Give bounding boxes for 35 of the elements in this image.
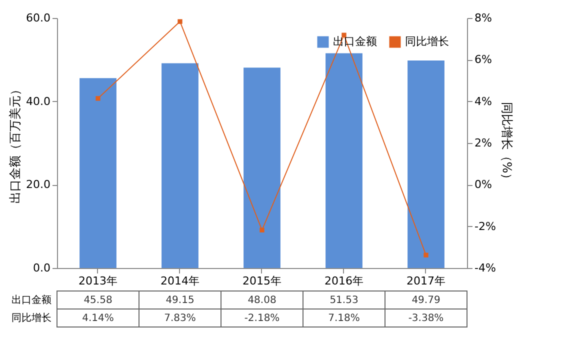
x-tick-label: 2016年 — [324, 274, 364, 288]
legend-label: 同比增长 — [405, 35, 449, 48]
y-tick-label: 60.0 — [26, 12, 50, 24]
data-label: 48.08 — [248, 295, 276, 306]
x-tick-label: 2015年 — [242, 274, 282, 288]
data-label: 7.18% — [328, 313, 360, 324]
y2-axis-title: 同比增长（%） — [500, 102, 514, 186]
text: 出口金额 — [12, 295, 52, 306]
y-tick-label: 40.0 — [26, 94, 50, 108]
data-label: 51.53 — [330, 295, 358, 306]
data-label: 49.15 — [166, 295, 194, 306]
data-label: -3.38% — [408, 313, 444, 324]
x-tick-label: 2014年 — [160, 274, 200, 288]
text: 同比增长 — [12, 313, 52, 324]
y-axis-title: 出口金额（百万美元） — [8, 84, 22, 204]
x-tick-label: 2017年 — [406, 274, 446, 288]
x-tick-label: 2013年 — [78, 274, 118, 288]
y-tick-label: 20.0 — [26, 178, 50, 192]
y2-tick-label: 4% — [474, 94, 492, 108]
point — [96, 96, 100, 101]
y2-tick-label: -2% — [474, 220, 496, 233]
data-label: -2.18% — [244, 313, 280, 324]
data-label: 45.58 — [84, 295, 112, 306]
y2-tick-label: -4% — [474, 262, 496, 274]
y2-tick-label: 8% — [474, 12, 492, 24]
data-label: 49.79 — [412, 295, 440, 306]
point — [178, 19, 182, 24]
y2-tick-label: 6% — [474, 53, 492, 66]
point — [424, 252, 428, 258]
y-tick-label: 0.0 — [33, 262, 50, 274]
data-label: 4.14% — [82, 313, 114, 324]
data-label: 7.83% — [164, 313, 196, 324]
y2-tick-label: 0% — [474, 178, 492, 192]
y2-tick-label: 2% — [474, 136, 492, 150]
point — [260, 228, 264, 232]
